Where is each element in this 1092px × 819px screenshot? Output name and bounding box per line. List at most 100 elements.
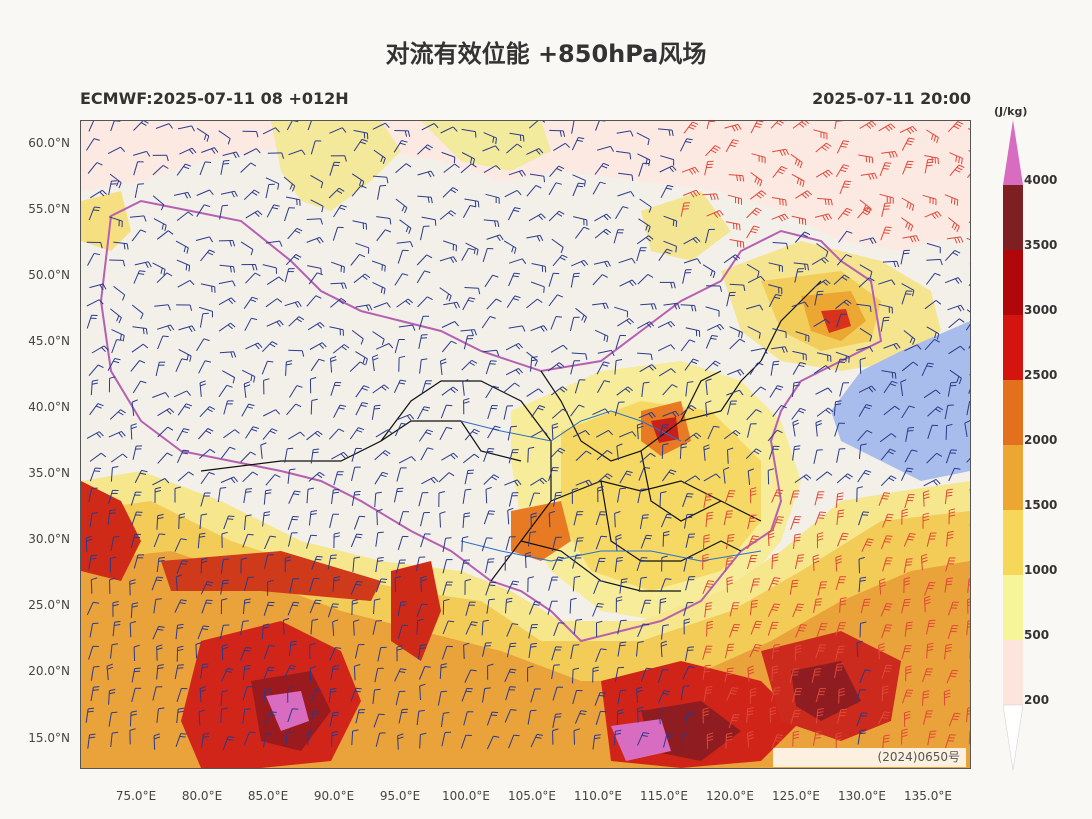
wind-barb-flag — [772, 553, 779, 556]
wind-barb-flag — [819, 511, 826, 514]
wind-barb-flag — [183, 428, 190, 431]
wind-barb-flag — [922, 696, 929, 699]
wind-barb — [747, 667, 750, 682]
wind-barb — [108, 430, 122, 438]
wind-barb — [176, 259, 190, 266]
wind-barb — [461, 688, 468, 702]
wind-barb — [901, 290, 907, 305]
wind-barb — [640, 668, 647, 682]
wind-barb — [835, 493, 839, 508]
wind-barb-flag — [680, 446, 687, 449]
wind-barb — [177, 279, 191, 288]
wind-barb-flag — [91, 554, 98, 557]
wind-barb-flag — [862, 511, 870, 513]
wind-barb — [657, 344, 672, 352]
map-title: 对流有效位能 +850hPa风场 — [385, 40, 707, 68]
wind-barb-flag — [754, 209, 760, 214]
wind-barb-flag — [954, 224, 958, 231]
wind-barb-flag — [380, 581, 387, 583]
wind-barb — [397, 250, 404, 264]
wind-barb-flag — [200, 383, 207, 387]
wind-barb — [548, 210, 560, 222]
wind-barb-flag — [248, 403, 255, 407]
wind-barb — [286, 403, 297, 416]
wind-barb — [881, 203, 886, 218]
wind-barb-flag — [574, 575, 581, 578]
wind-barb-flag — [375, 491, 382, 494]
wind-barb-flag — [770, 712, 777, 716]
wind-barb — [900, 467, 908, 481]
wind-barb-flag — [233, 351, 237, 358]
wind-barb-flag — [794, 533, 801, 536]
wind-barb-flag — [583, 316, 587, 323]
wind-barb-flag — [440, 666, 447, 669]
wind-barb-flag — [157, 513, 164, 517]
wind-barb-flag — [908, 405, 915, 409]
wind-barb — [132, 326, 147, 329]
wind-barb-flag — [452, 256, 458, 263]
wind-barb — [439, 210, 452, 220]
wind-barb — [374, 472, 383, 485]
wind-barb-flag — [183, 449, 190, 452]
wind-barb-flag — [572, 487, 579, 491]
wind-barb — [529, 173, 544, 177]
wind-barb-flag — [948, 514, 956, 517]
wind-barb-flag — [234, 429, 240, 434]
wind-barb — [571, 352, 586, 355]
wind-barb — [967, 578, 970, 593]
wind-barb-flag — [514, 295, 521, 299]
wind-barb-flag — [433, 123, 439, 129]
wind-barb-flag — [394, 575, 401, 579]
wind-barb-flag — [293, 256, 300, 260]
wind-barb — [575, 307, 587, 318]
wind-barb-flag — [843, 183, 850, 186]
wind-barb — [288, 532, 293, 547]
wind-barb-flag — [627, 386, 633, 391]
wind-barb-flag — [118, 317, 122, 324]
wind-barb-flag — [846, 299, 852, 305]
wind-barb — [243, 489, 247, 504]
wind-barb — [90, 666, 94, 681]
wind-barb — [220, 160, 224, 175]
wind-barb-flag — [294, 490, 301, 493]
wind-barb-flag — [926, 365, 933, 368]
wind-barb — [815, 422, 818, 437]
wind-barb-flag — [651, 364, 657, 370]
wind-barb — [904, 494, 910, 509]
wind-barb — [750, 621, 757, 635]
wind-barb-flag — [421, 358, 428, 361]
wind-barb-flag — [923, 690, 930, 693]
wind-barb-flag — [822, 172, 828, 178]
wind-barb-flag — [841, 535, 848, 538]
wind-barb-flag — [588, 479, 593, 486]
wind-barb — [860, 172, 875, 176]
wind-barb-flag — [417, 618, 424, 622]
wind-barb-flag — [696, 258, 702, 264]
map-panel[interactable] — [80, 120, 971, 769]
wind-barb — [729, 239, 744, 243]
wind-barb-flag — [412, 324, 416, 331]
wind-barb-flag — [560, 247, 564, 254]
wind-barb-flag — [493, 735, 500, 738]
wind-barb — [705, 229, 710, 244]
wind-barb-flag — [202, 312, 209, 315]
wind-barb-flag — [497, 221, 500, 228]
wind-barb-flag — [433, 476, 439, 482]
wind-barb-flag — [614, 511, 621, 514]
wind-barb-flag — [471, 163, 477, 168]
wind-barb — [595, 121, 600, 131]
wind-barb-flag — [208, 471, 215, 475]
wind-barb — [705, 306, 720, 312]
colorbar-label-3500: 3500 — [1024, 238, 1058, 252]
wind-barb-flag — [155, 598, 162, 600]
wind-barb-flag — [129, 728, 136, 731]
wind-barb — [133, 646, 136, 662]
wind-barb — [551, 408, 564, 419]
wind-barb — [508, 449, 514, 464]
wind-barb-flag — [937, 158, 939, 165]
wind-barb-flag — [795, 609, 802, 611]
wind-barb — [108, 690, 110, 705]
wind-barb — [662, 532, 665, 547]
wind-barb — [859, 359, 862, 374]
wind-barb — [726, 578, 728, 593]
